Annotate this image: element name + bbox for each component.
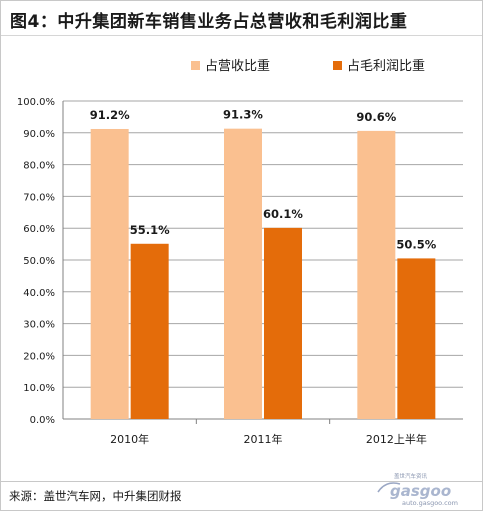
watermark-small-text: 盖世汽车资讯 (394, 472, 428, 480)
y-tick-label: 10.0% (23, 383, 55, 394)
source-note: 来源：盖世汽车网，中升集团财报 (9, 489, 182, 503)
source-divider (1, 481, 482, 482)
data-label: 50.5% (396, 237, 436, 251)
watermark-swoosh-icon (377, 482, 401, 493)
y-tick-label: 30.0% (23, 320, 55, 331)
y-tick-label: 60.0% (23, 224, 55, 235)
title-divider (1, 35, 482, 36)
bar-revenue (357, 130, 396, 419)
y-tick-label: 70.0% (23, 192, 55, 203)
x-tick-label: 2010年 (110, 432, 149, 446)
bar-gross-profit (397, 258, 436, 419)
x-tick-label: 2011年 (244, 432, 283, 446)
legend-label: 占营收比重 (205, 58, 270, 74)
y-tick-label: 100.0% (17, 97, 55, 108)
watermark-logo-text: gasgoo (390, 482, 451, 500)
bar-gross-profit (130, 243, 169, 419)
data-label: 55.1% (130, 223, 170, 237)
legend-swatch (191, 61, 200, 70)
watermark-url: auto.gasgoo.com (402, 499, 458, 507)
y-tick-label: 0.0% (30, 415, 55, 426)
y-tick-label: 80.0% (23, 161, 55, 172)
x-tick-label: 2012上半年 (366, 432, 427, 446)
bar-revenue (224, 128, 262, 419)
data-label: 91.2% (90, 108, 130, 122)
y-tick-label: 40.0% (23, 288, 55, 299)
chart-title: 图4：中升集团新车销售业务占总营收和毛利润比重 (10, 12, 408, 32)
y-tick-label: 90.0% (23, 129, 55, 140)
legend-swatch (333, 61, 342, 70)
y-tick-label: 20.0% (23, 351, 55, 362)
gasgoo-watermark-logo: 盖世汽车资讯 gasgoo auto.gasgoo.com (377, 472, 458, 507)
legend-label: 占毛利润比重 (347, 58, 425, 74)
data-label: 60.1% (263, 207, 303, 221)
bar-chart: 0.0% 10.0% 20.0% 30.0% 40.0% 50.0% 60.0% 70.0% 8… (17, 58, 463, 446)
data-label: 91.3% (223, 108, 263, 122)
bar-gross-profit (264, 227, 302, 419)
y-tick-label: 50.0% (23, 256, 55, 267)
data-label: 90.6% (356, 110, 396, 124)
bar-revenue (90, 128, 129, 419)
